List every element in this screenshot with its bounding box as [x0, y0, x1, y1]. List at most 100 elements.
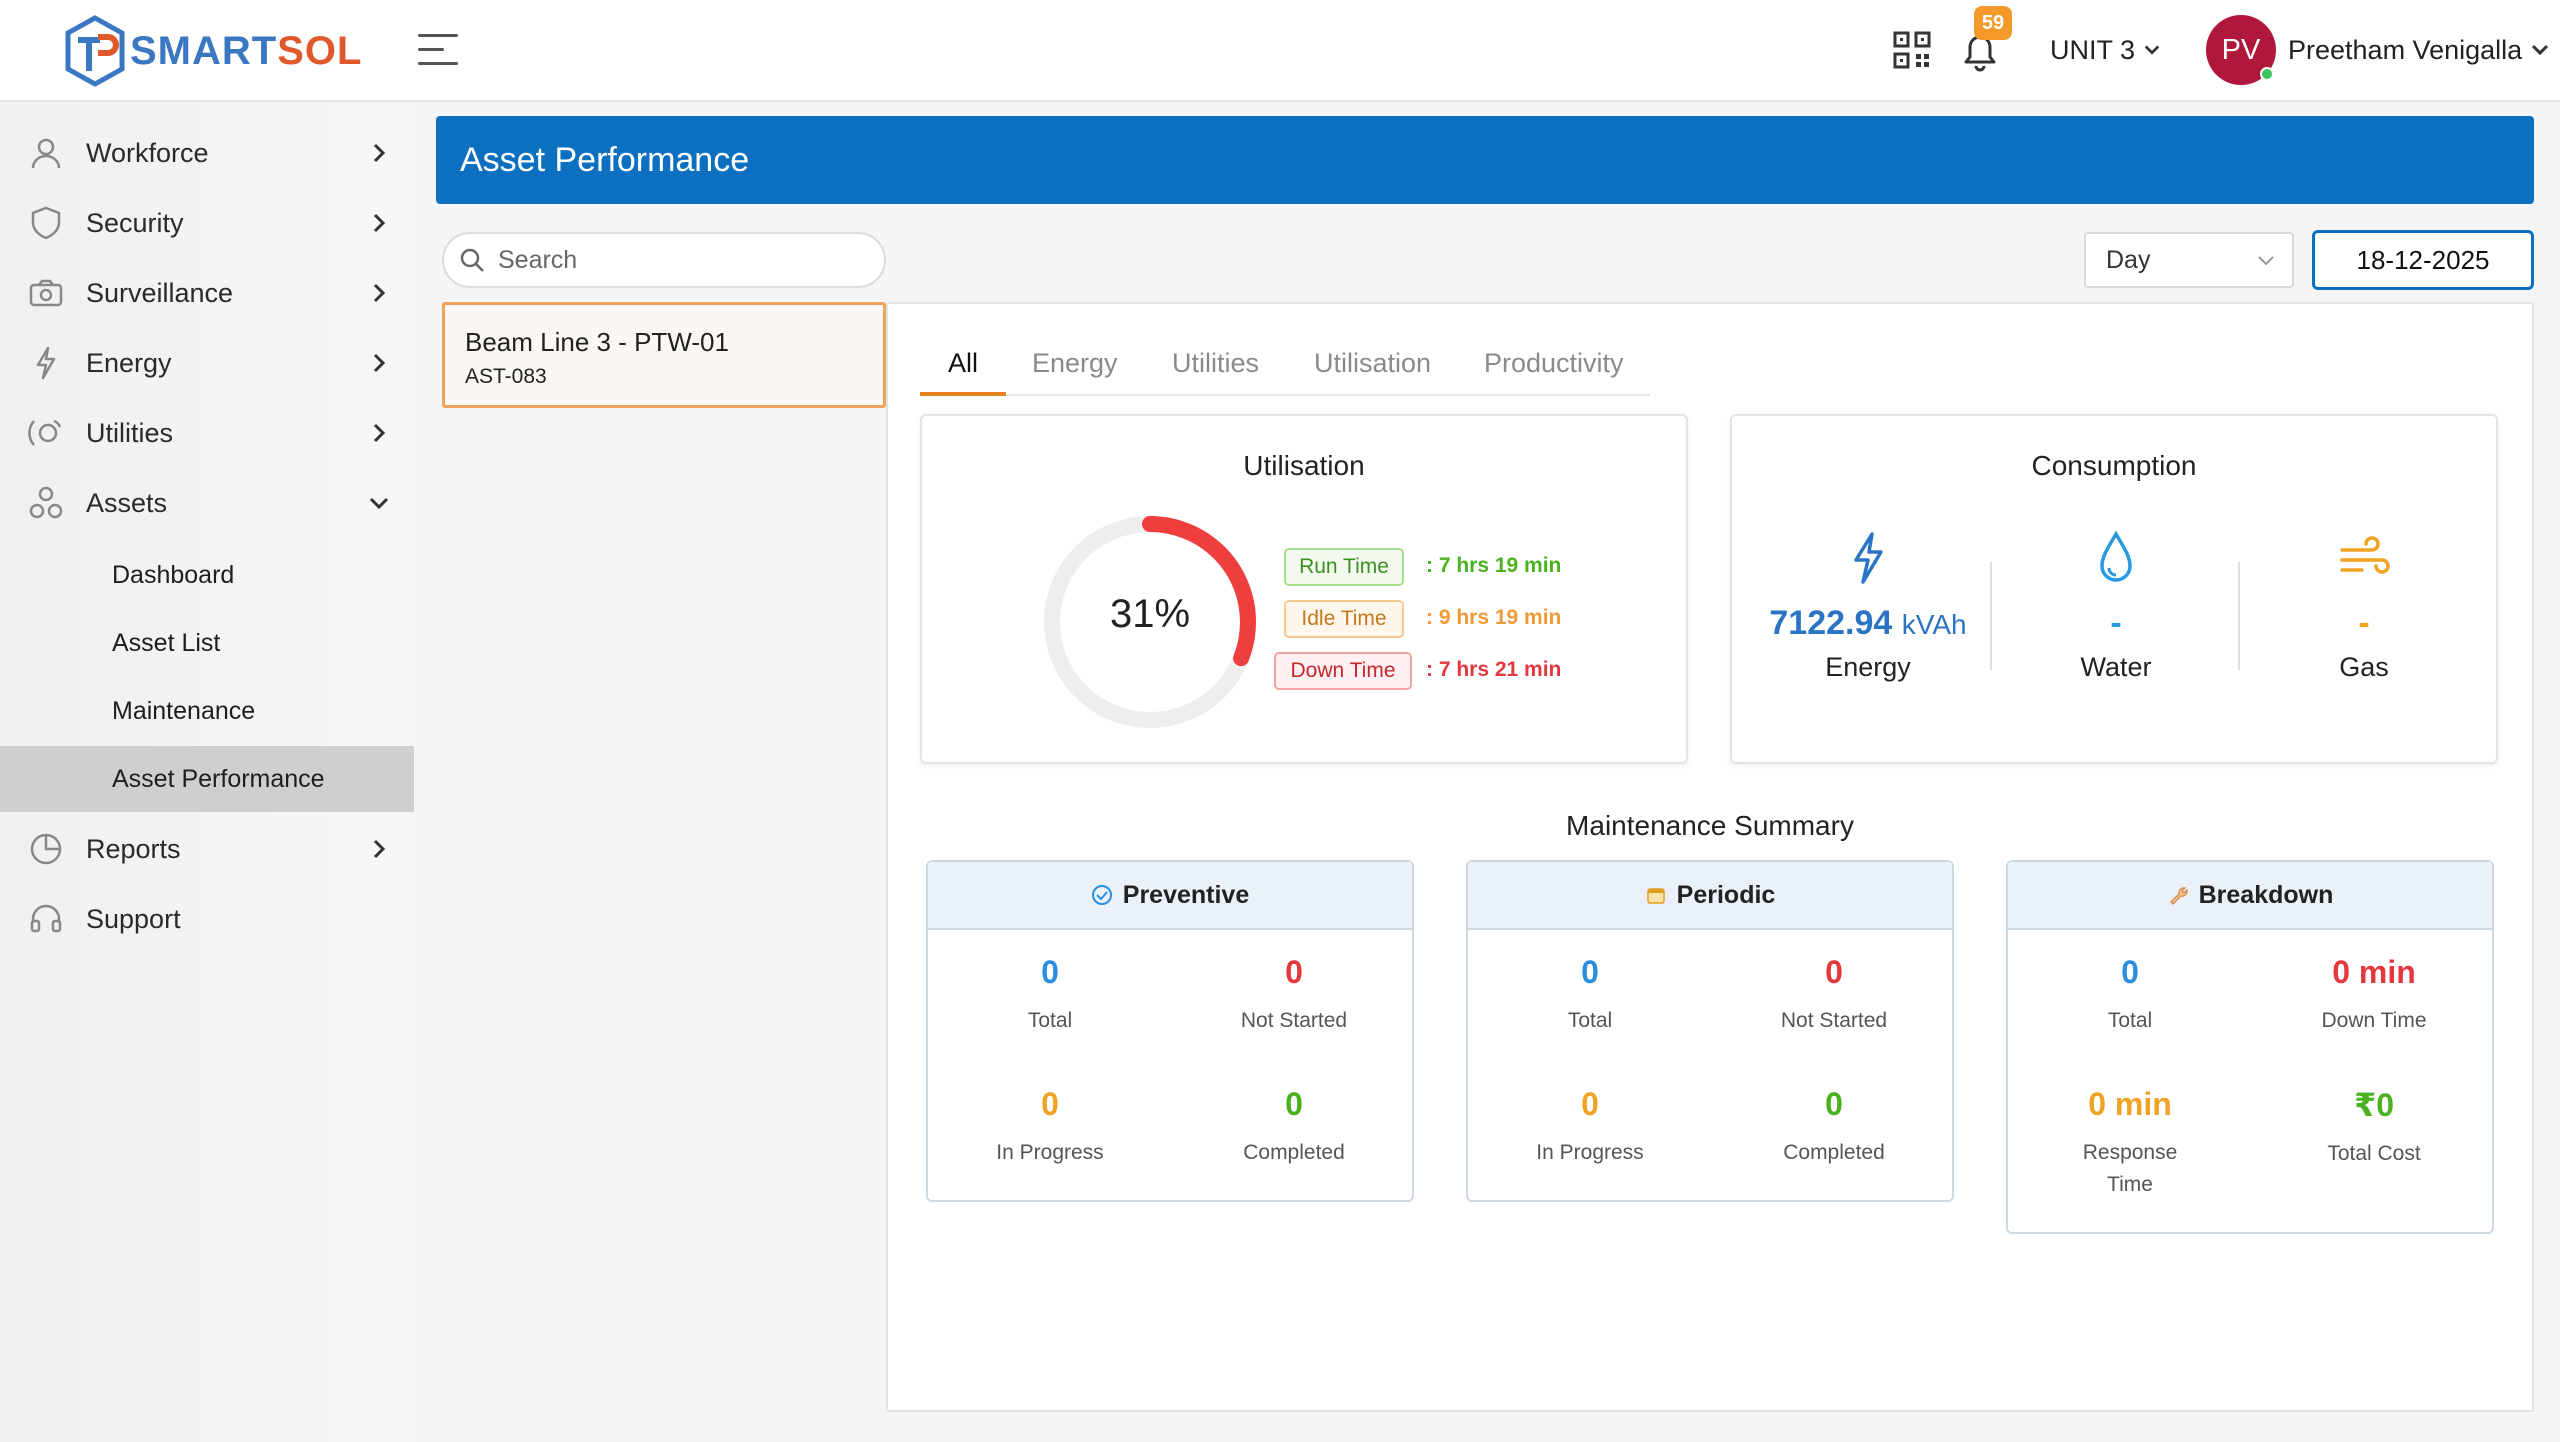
preventive-not-started: 0: [1285, 954, 1303, 990]
asset-list-item[interactable]: Beam Line 3 - PTW-01 AST-083: [442, 302, 886, 408]
sidebar: Workforce Security Surveillance Energy U…: [0, 104, 414, 1442]
chevron-right-icon: [373, 213, 386, 233]
energy-value: 7122.94: [1769, 604, 1893, 642]
breakdown-card: Breakdown 0 Total 0 min Down Time 0 min …: [2006, 860, 2494, 1234]
calendar-icon: [1646, 888, 1665, 904]
gas-label: Gas: [2339, 652, 2389, 682]
periodic-in-progress-label: In Progress: [1536, 1141, 1644, 1164]
brand-logo[interactable]: SMARTSOL: [64, 14, 362, 88]
tab-productivity[interactable]: Productivity: [1484, 348, 1624, 378]
sidebar-item-energy[interactable]: Energy: [0, 330, 414, 396]
user-menu[interactable]: PV Preetham Venigalla: [2206, 14, 2550, 86]
utilisation-card: Utilisation: [920, 414, 1688, 764]
periodic-title: Periodic: [1676, 880, 1776, 909]
sidebar-item-label: Utilities: [86, 417, 174, 448]
avatar: PV: [2206, 15, 2276, 85]
sidebar-item-label: Workforce: [86, 137, 209, 168]
idle-time-value: : 9 hrs 19 min: [1426, 606, 1562, 629]
utilisation-arc: [1044, 516, 1256, 728]
unit-label: UNIT 3: [2050, 34, 2136, 65]
divider: [2238, 562, 2240, 670]
sidebar-item-utilities[interactable]: Utilities: [0, 400, 414, 466]
preventive-card: Preventive 0 Total 0 Not Started 0 In Pr…: [926, 860, 1414, 1202]
sidebar-subitem-label: Maintenance: [112, 696, 256, 725]
page-header: Asset Performance: [436, 116, 2534, 204]
tab-utilisation[interactable]: Utilisation: [1314, 348, 1432, 378]
sidebar-subitem-maintenance[interactable]: Maintenance: [0, 678, 414, 744]
sidebar-item-surveillance[interactable]: Surveillance: [0, 260, 414, 326]
maintenance-summary-title: Maintenance Summary: [1566, 810, 1854, 841]
sidebar-subitem-dashboard[interactable]: Dashboard: [0, 542, 414, 608]
sidebar-item-reports[interactable]: Reports: [0, 816, 414, 882]
search-input[interactable]: [498, 245, 858, 275]
periodic-completed: 0: [1825, 1086, 1843, 1122]
down-time-tag: Down Time: [1274, 652, 1412, 690]
sidebar-subitem-label: Asset List: [112, 628, 221, 657]
breakdown-down-time-label: Down Time: [2321, 1009, 2427, 1032]
periodic-completed-label: Completed: [1783, 1141, 1885, 1164]
breakdown-header: Breakdown: [2008, 862, 2492, 930]
energy-label: Energy: [1825, 652, 1911, 682]
menu-toggle-icon[interactable]: [418, 34, 458, 66]
unit-select[interactable]: UNIT 3: [2050, 30, 2161, 70]
sidebar-subitem-asset-performance[interactable]: Asset Performance: [0, 746, 414, 812]
online-status-dot: [2260, 67, 2274, 81]
page-title: Asset Performance: [460, 140, 750, 179]
bolt-icon: [36, 346, 56, 380]
sidebar-item-security[interactable]: Security: [0, 190, 414, 256]
search-icon: [460, 248, 484, 272]
water-label: Water: [2080, 652, 2152, 682]
preventive-total-label: Total: [1027, 1009, 1073, 1032]
chevron-down-icon: [2532, 44, 2549, 56]
headset-icon: [30, 904, 62, 933]
consumption-card: Consumption: [1730, 414, 2498, 764]
periodic-total-label: Total: [1567, 1009, 1613, 1032]
preventive-not-started-label: Not Started: [1240, 1009, 1348, 1032]
idle-time-tag: Idle Time: [1284, 600, 1404, 638]
sidebar-item-label: Assets: [86, 487, 168, 518]
sidebar-item-label: Security: [86, 207, 184, 238]
breakdown-response-time-label: Response Time: [2082, 1141, 2178, 1196]
period-select[interactable]: Day: [2084, 232, 2294, 288]
brand-name: SMARTSOL: [130, 28, 363, 73]
wrench-icon: [2169, 887, 2188, 905]
tab-all[interactable]: All: [948, 348, 979, 378]
user-name: Preetham Venigalla: [2288, 34, 2523, 65]
sidebar-item-support[interactable]: Support: [0, 886, 414, 952]
down-time-value: : 7 hrs 21 min: [1426, 658, 1562, 681]
sidebar-item-workforce[interactable]: Workforce: [0, 120, 414, 186]
water-consumption: - Water: [1992, 530, 2240, 683]
sidebar-subitem-asset-list[interactable]: Asset List: [0, 610, 414, 676]
preventive-completed: 0: [1285, 1086, 1303, 1122]
avatar-initials: PV: [2221, 33, 2261, 66]
preventive-completed-label: Completed: [1243, 1141, 1345, 1164]
utilisation-donut: [1044, 516, 1256, 728]
utilisation-percent: 31%: [1109, 592, 1191, 636]
sidebar-subitem-label: Dashboard: [112, 560, 235, 589]
tab-energy[interactable]: Energy: [1032, 348, 1118, 378]
run-time-tag: Run Time: [1284, 548, 1404, 586]
cluster-icon: [29, 486, 63, 519]
date-input[interactable]: 18-12-2025: [2312, 230, 2534, 290]
consumption-title: Consumption: [2031, 450, 2197, 481]
preventive-in-progress-label: In Progress: [996, 1141, 1104, 1164]
sidebar-item-label: Support: [86, 903, 181, 934]
breakdown-title: Breakdown: [2198, 880, 2334, 909]
qr-code-icon[interactable]: [1892, 30, 1932, 70]
sidebar-item-label: Surveillance: [86, 277, 234, 308]
sidebar-item-label: Energy: [86, 347, 172, 378]
periodic-header: Periodic: [1468, 862, 1952, 930]
check-circle-icon: [1091, 885, 1112, 905]
satellite-icon: [28, 419, 62, 446]
chevron-right-icon: [373, 143, 386, 163]
periodic-not-started-label: Not Started: [1780, 1009, 1888, 1032]
tab-utilities[interactable]: Utilities: [1172, 348, 1260, 378]
notification-badge: 59: [1974, 6, 2012, 40]
divider: [1990, 562, 1992, 670]
chevron-down-icon: [369, 497, 389, 510]
asset-list: Beam Line 3 - PTW-01 AST-083: [442, 302, 886, 1412]
energy-consumption: 7122.94 kVAh Energy: [1744, 530, 1992, 683]
person-icon: [31, 138, 61, 169]
sidebar-item-assets[interactable]: Assets: [0, 470, 414, 536]
logo-mark-icon: [65, 15, 125, 87]
